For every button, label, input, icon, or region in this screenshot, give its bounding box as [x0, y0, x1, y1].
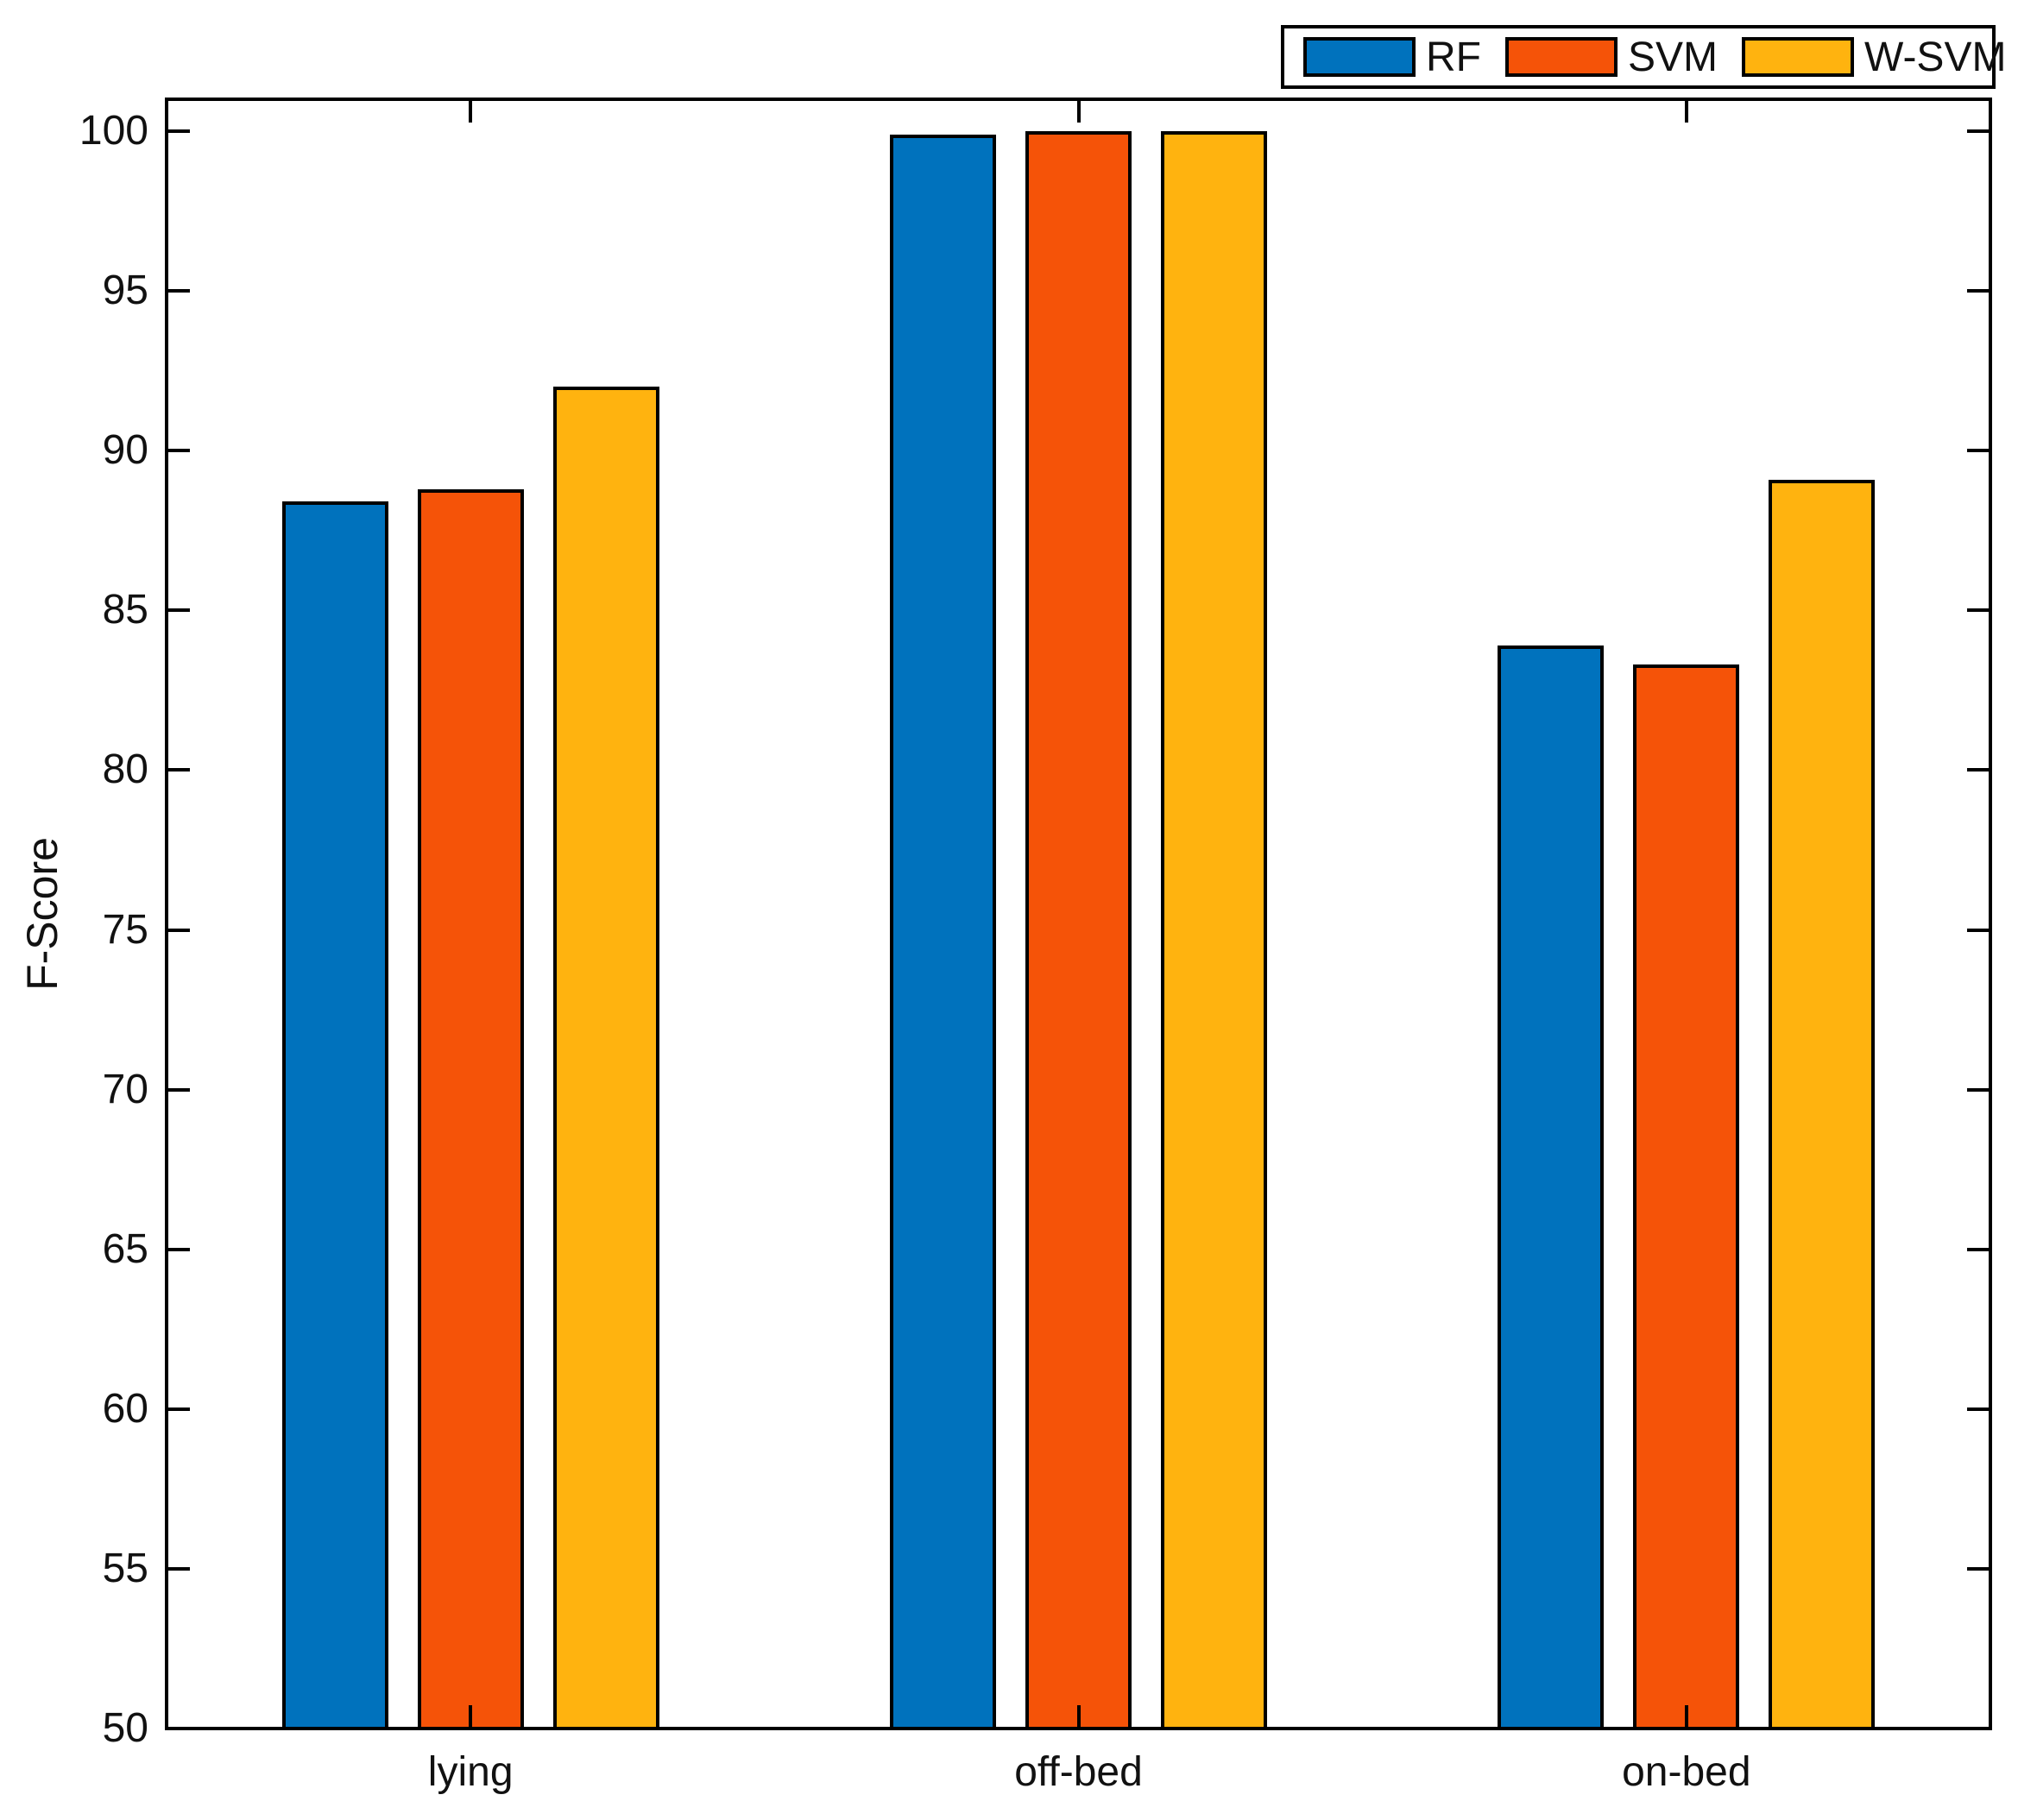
- y-tick-right-50: [1967, 1727, 1989, 1730]
- x-tick-label-on-bed: on-bed: [1622, 1749, 1751, 1795]
- x-tick-label-lying: lying: [427, 1749, 514, 1795]
- y-tick-left-75: [168, 928, 190, 932]
- y-tick-right-100: [1967, 129, 1989, 134]
- y-tick-left-50: [168, 1727, 190, 1730]
- x-tick-top-on-bed: [1684, 101, 1688, 123]
- y-tick-right-75: [1967, 928, 1989, 932]
- y-tick-left-80: [168, 768, 190, 772]
- x-tick-top-off-bed: [1076, 101, 1081, 123]
- legend: RF SVM W-SVM: [1281, 25, 2006, 89]
- x-tick-label-off-bed: off-bed: [1014, 1749, 1143, 1795]
- legend-label-SVM: SVM: [1627, 34, 1718, 80]
- y-tick-label-80: 80: [102, 746, 148, 793]
- y-tick-label-95: 95: [102, 268, 148, 314]
- y-tick-label-70: 70: [102, 1066, 148, 1112]
- y-tick-left-100: [168, 129, 190, 134]
- y-tick-label-60: 60: [102, 1385, 148, 1432]
- legend-label-W-SVM: W-SVM: [1864, 34, 2007, 80]
- y-tick-right-80: [1967, 768, 1989, 772]
- y-tick-label-90: 90: [102, 427, 148, 474]
- x-tick-bottom-on-bed: [1684, 1705, 1688, 1727]
- y-tick-left-65: [168, 1247, 190, 1251]
- y-tick-label-55: 55: [102, 1545, 148, 1591]
- y-tick-right-85: [1967, 608, 1989, 613]
- y-tick-right-90: [1967, 449, 1989, 453]
- legend-swatch-RF: [1303, 37, 1416, 77]
- bar-RF-on-bed: [1498, 646, 1605, 1730]
- bar-SVM-lying: [417, 488, 524, 1730]
- y-tick-label-65: 65: [102, 1225, 148, 1272]
- y-tick-left-95: [168, 289, 190, 293]
- y-tick-right-95: [1967, 289, 1989, 293]
- legend-item-RF: RF: [1303, 34, 1481, 81]
- x-tick-top-lying: [469, 101, 473, 123]
- bar-SVM-off-bed: [1025, 131, 1132, 1730]
- bar-RF-lying: [281, 501, 388, 1730]
- y-tick-right-60: [1967, 1407, 1989, 1411]
- legend-item-SVM: SVM: [1504, 34, 1718, 81]
- y-tick-right-55: [1967, 1566, 1989, 1571]
- bar-RF-off-bed: [890, 134, 996, 1730]
- bar-W-SVM-off-bed: [1161, 131, 1267, 1730]
- bar-W-SVM-on-bed: [1769, 479, 1876, 1730]
- legend-swatch-W-SVM: [1742, 37, 1854, 77]
- y-tick-label-75: 75: [102, 906, 148, 953]
- legend-label-RF: RF: [1426, 34, 1481, 80]
- y-tick-left-85: [168, 608, 190, 613]
- y-tick-right-70: [1967, 1087, 1989, 1092]
- y-tick-left-90: [168, 449, 190, 453]
- x-tick-bottom-off-bed: [1076, 1705, 1081, 1727]
- y-tick-left-60: [168, 1407, 190, 1411]
- x-tick-bottom-lying: [469, 1705, 473, 1727]
- y-tick-left-55: [168, 1566, 190, 1571]
- legend-item-W-SVM: W-SVM: [1742, 34, 2006, 81]
- y-tick-right-65: [1967, 1247, 1989, 1251]
- y-tick-label-50: 50: [102, 1705, 148, 1751]
- legend-swatch-SVM: [1504, 37, 1618, 77]
- y-tick-left-70: [168, 1087, 190, 1092]
- y-tick-label-100: 100: [79, 108, 148, 154]
- bar-W-SVM-lying: [552, 387, 659, 1730]
- bar-SVM-on-bed: [1633, 664, 1740, 1730]
- y-tick-label-85: 85: [102, 587, 148, 633]
